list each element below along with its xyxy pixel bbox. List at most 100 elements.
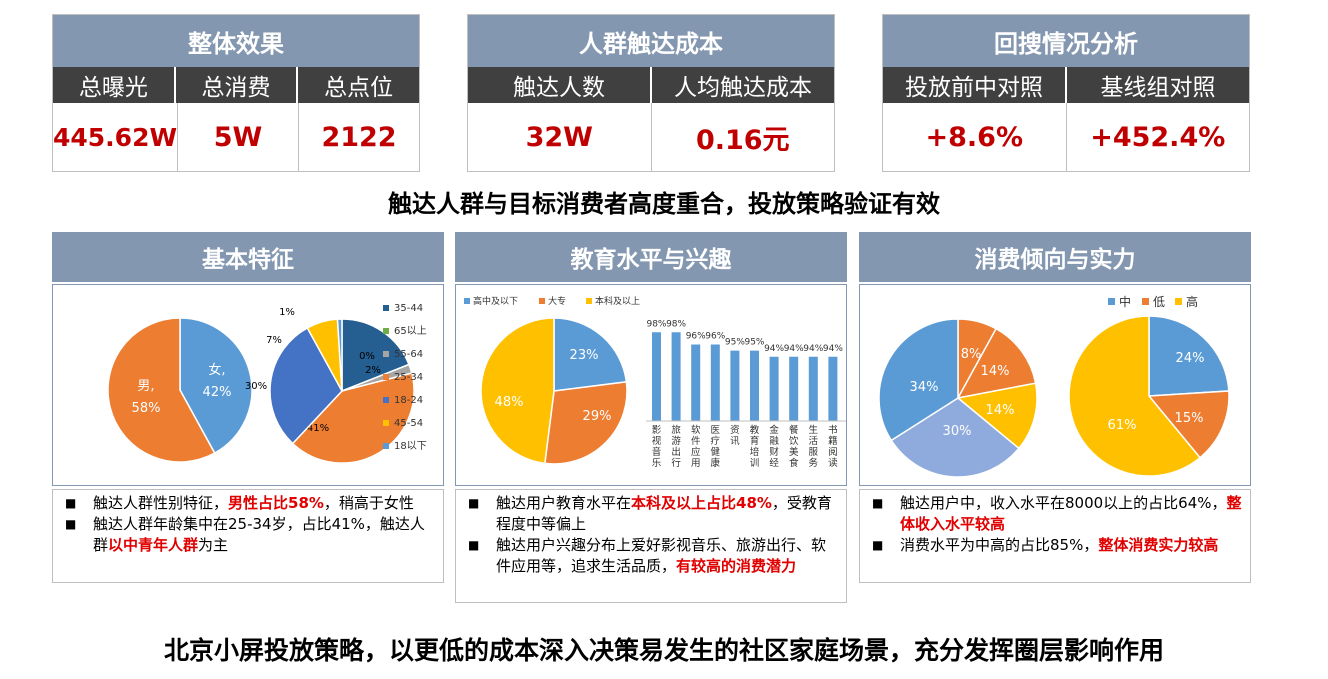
pie-slice bbox=[956, 382, 1038, 450]
legend-label: 35-44 bbox=[394, 303, 423, 314]
bar bbox=[769, 356, 779, 421]
legend-swatch bbox=[383, 305, 389, 311]
headline-top: 触达人群与目标消费者高度重合，投放策略验证有效 bbox=[388, 190, 940, 218]
kpi-head: 总消费 bbox=[176, 67, 299, 103]
pie-slice bbox=[878, 318, 959, 442]
bar-category-label: 应 bbox=[691, 446, 701, 458]
bar-category-label: 乐 bbox=[652, 457, 662, 469]
legend-swatch bbox=[383, 420, 389, 426]
kpi-value: 445.62W bbox=[53, 103, 179, 171]
section-title-edu: 教育水平与兴趣 bbox=[455, 232, 847, 282]
spend-charts-svg: 8% 14% 14% 30% 34% 中 低 高 24% 15% 61% bbox=[878, 294, 1230, 478]
bar-category-label: 教 bbox=[750, 424, 760, 436]
pie-data-label: 15% bbox=[1175, 411, 1204, 426]
pie-data-label: 61% bbox=[1108, 418, 1137, 433]
bar-category-label: 医 bbox=[711, 425, 721, 436]
chart-panel-spend: 8% 14% 14% 30% 34% 中 低 高 24% 15% 61% bbox=[859, 284, 1251, 486]
pie-data-label: 14% bbox=[986, 403, 1015, 418]
bar-category-label: 书 bbox=[828, 425, 838, 436]
legend-label: 高中及以下 bbox=[473, 295, 518, 307]
pie-slice bbox=[956, 327, 1037, 400]
legend-label: 本科及以上 bbox=[595, 295, 640, 307]
notes-basic: ■ 触达人群性别特征，男性占比58%，稍高于女性 ■ 触达人群年龄集中在25-34岁… bbox=[52, 489, 444, 583]
bar-category-label: 培 bbox=[750, 446, 760, 458]
chart-panel-basic: 女,42%男,58%19%0%2%41%30%7%1%35-4465以上55-6… bbox=[52, 284, 444, 486]
bar-category-label: 件 bbox=[691, 435, 701, 447]
pie-slice bbox=[1148, 315, 1230, 397]
pie-data-label: 24% bbox=[1176, 351, 1205, 366]
note-item: ■ 触达人群性别特征，男性占比58%，稍高于女性 bbox=[65, 494, 414, 512]
bar bbox=[671, 332, 681, 421]
kpi-reach-cost: 人群触达成本 触达人数 人均触达成本 32W 0.16元 bbox=[467, 14, 835, 172]
section-title-basic: 基本特征 bbox=[52, 232, 444, 282]
notes-spend: ■ 触达用户中，收入水平在8000以上的占比64%，整体收入水平较高 ■ 消费水平为… bbox=[859, 489, 1251, 583]
pie-data-label: 34% bbox=[910, 380, 939, 395]
pie-slice bbox=[341, 318, 410, 393]
notes-edu: ■ 触达用户教育水平在本科及以上占比48%，受教育程度中等偏上 ■ 触达用户兴趣分布… bbox=[455, 489, 847, 603]
bar-value-label: 94% bbox=[803, 344, 823, 354]
legend-label: 65以上 bbox=[394, 325, 427, 337]
bar-category-label: 务 bbox=[809, 457, 819, 469]
bar-category-label: 食 bbox=[789, 457, 799, 469]
pie-data-label: 30% bbox=[943, 424, 972, 439]
pie-slice bbox=[1068, 315, 1202, 477]
pie-data-label: 42% bbox=[203, 385, 232, 400]
kpi-title: 回搜情况分析 bbox=[883, 15, 1249, 67]
kpi-research: 回搜情况分析 投放前中对照 基线组对照 +8.6% +452.4% bbox=[882, 14, 1250, 172]
bar-category-label: 活 bbox=[809, 435, 819, 447]
bar-category-label: 视 bbox=[652, 435, 662, 447]
bar-category-label: 旅 bbox=[671, 424, 681, 436]
pie-data-label: 14% bbox=[981, 364, 1010, 379]
legend-swatch bbox=[383, 374, 389, 380]
bar-category-label: 疗 bbox=[711, 435, 721, 447]
legend-swatch bbox=[539, 298, 545, 304]
pie-data-label: 41% bbox=[307, 423, 329, 434]
bar bbox=[808, 356, 818, 421]
bar-category-label: 读 bbox=[828, 457, 838, 469]
legend-label: 高 bbox=[1186, 294, 1198, 309]
pie-data-label: 女, bbox=[208, 362, 225, 378]
note-item: ■ 触达用户教育水平在本科及以上占比48%，受教育程度中等偏上 bbox=[468, 494, 832, 533]
bar-category-label: 出 bbox=[671, 446, 681, 458]
legend-swatch bbox=[1142, 298, 1149, 305]
legend-label: 18以下 bbox=[394, 441, 427, 452]
bar-category-label: 行 bbox=[671, 457, 681, 469]
pie-data-label: 23% bbox=[570, 348, 599, 363]
kpi-head: 总点位 bbox=[324, 75, 394, 101]
bar-category-label: 音 bbox=[652, 446, 662, 458]
bar-category-label: 育 bbox=[750, 435, 760, 447]
pie-slice bbox=[336, 318, 343, 392]
legend-swatch bbox=[383, 397, 389, 403]
pie-data-label: 30% bbox=[245, 381, 267, 392]
legend-swatch bbox=[383, 328, 389, 334]
bar bbox=[828, 356, 838, 421]
bar-value-label: 94% bbox=[764, 344, 784, 354]
pie-slice bbox=[553, 317, 628, 392]
legend-label: 18-24 bbox=[394, 395, 423, 406]
kpi-head: 总曝光 bbox=[53, 67, 176, 103]
note-item: ■ 消费水平为中高的占比85%，整体消费实力较高 bbox=[872, 536, 1219, 554]
pie-data-label: 8% bbox=[961, 347, 982, 362]
pie-slice bbox=[269, 326, 343, 445]
bar-category-label: 资 bbox=[730, 425, 740, 436]
bar-category-label: 生 bbox=[809, 424, 819, 436]
kpi-value: 32W bbox=[468, 103, 652, 171]
bar-value-label: 94% bbox=[784, 344, 804, 354]
note-item: ■ 触达人群年龄集中在25-34岁，占比41%，触达人群以中青年人群为主 bbox=[65, 515, 425, 554]
chart-panel-edu: 高中及以下 大专 本科及以上 23% 29% 48% 98% 影视音乐 98% 旅游出行 96% 软件… bbox=[455, 284, 848, 486]
legend-label: 低 bbox=[1153, 295, 1165, 309]
pie-slice bbox=[107, 317, 216, 463]
legend-label: 55-64 bbox=[394, 349, 423, 360]
bar-category-label: 用 bbox=[691, 458, 701, 469]
kpi-title: 人群触达成本 bbox=[468, 15, 834, 67]
pie-data-label: 1% bbox=[279, 307, 295, 318]
bar-category-label: 经 bbox=[769, 457, 779, 469]
bar-value-label: 94% bbox=[823, 344, 843, 354]
legend-label: 25-34 bbox=[394, 372, 423, 383]
bar bbox=[750, 350, 759, 421]
bar bbox=[652, 332, 661, 421]
bar-value-label: 98% bbox=[666, 319, 686, 329]
bar-category-label: 金 bbox=[769, 424, 779, 436]
bar-category-label: 餐 bbox=[789, 424, 799, 436]
bar-value-label: 96% bbox=[686, 332, 706, 342]
